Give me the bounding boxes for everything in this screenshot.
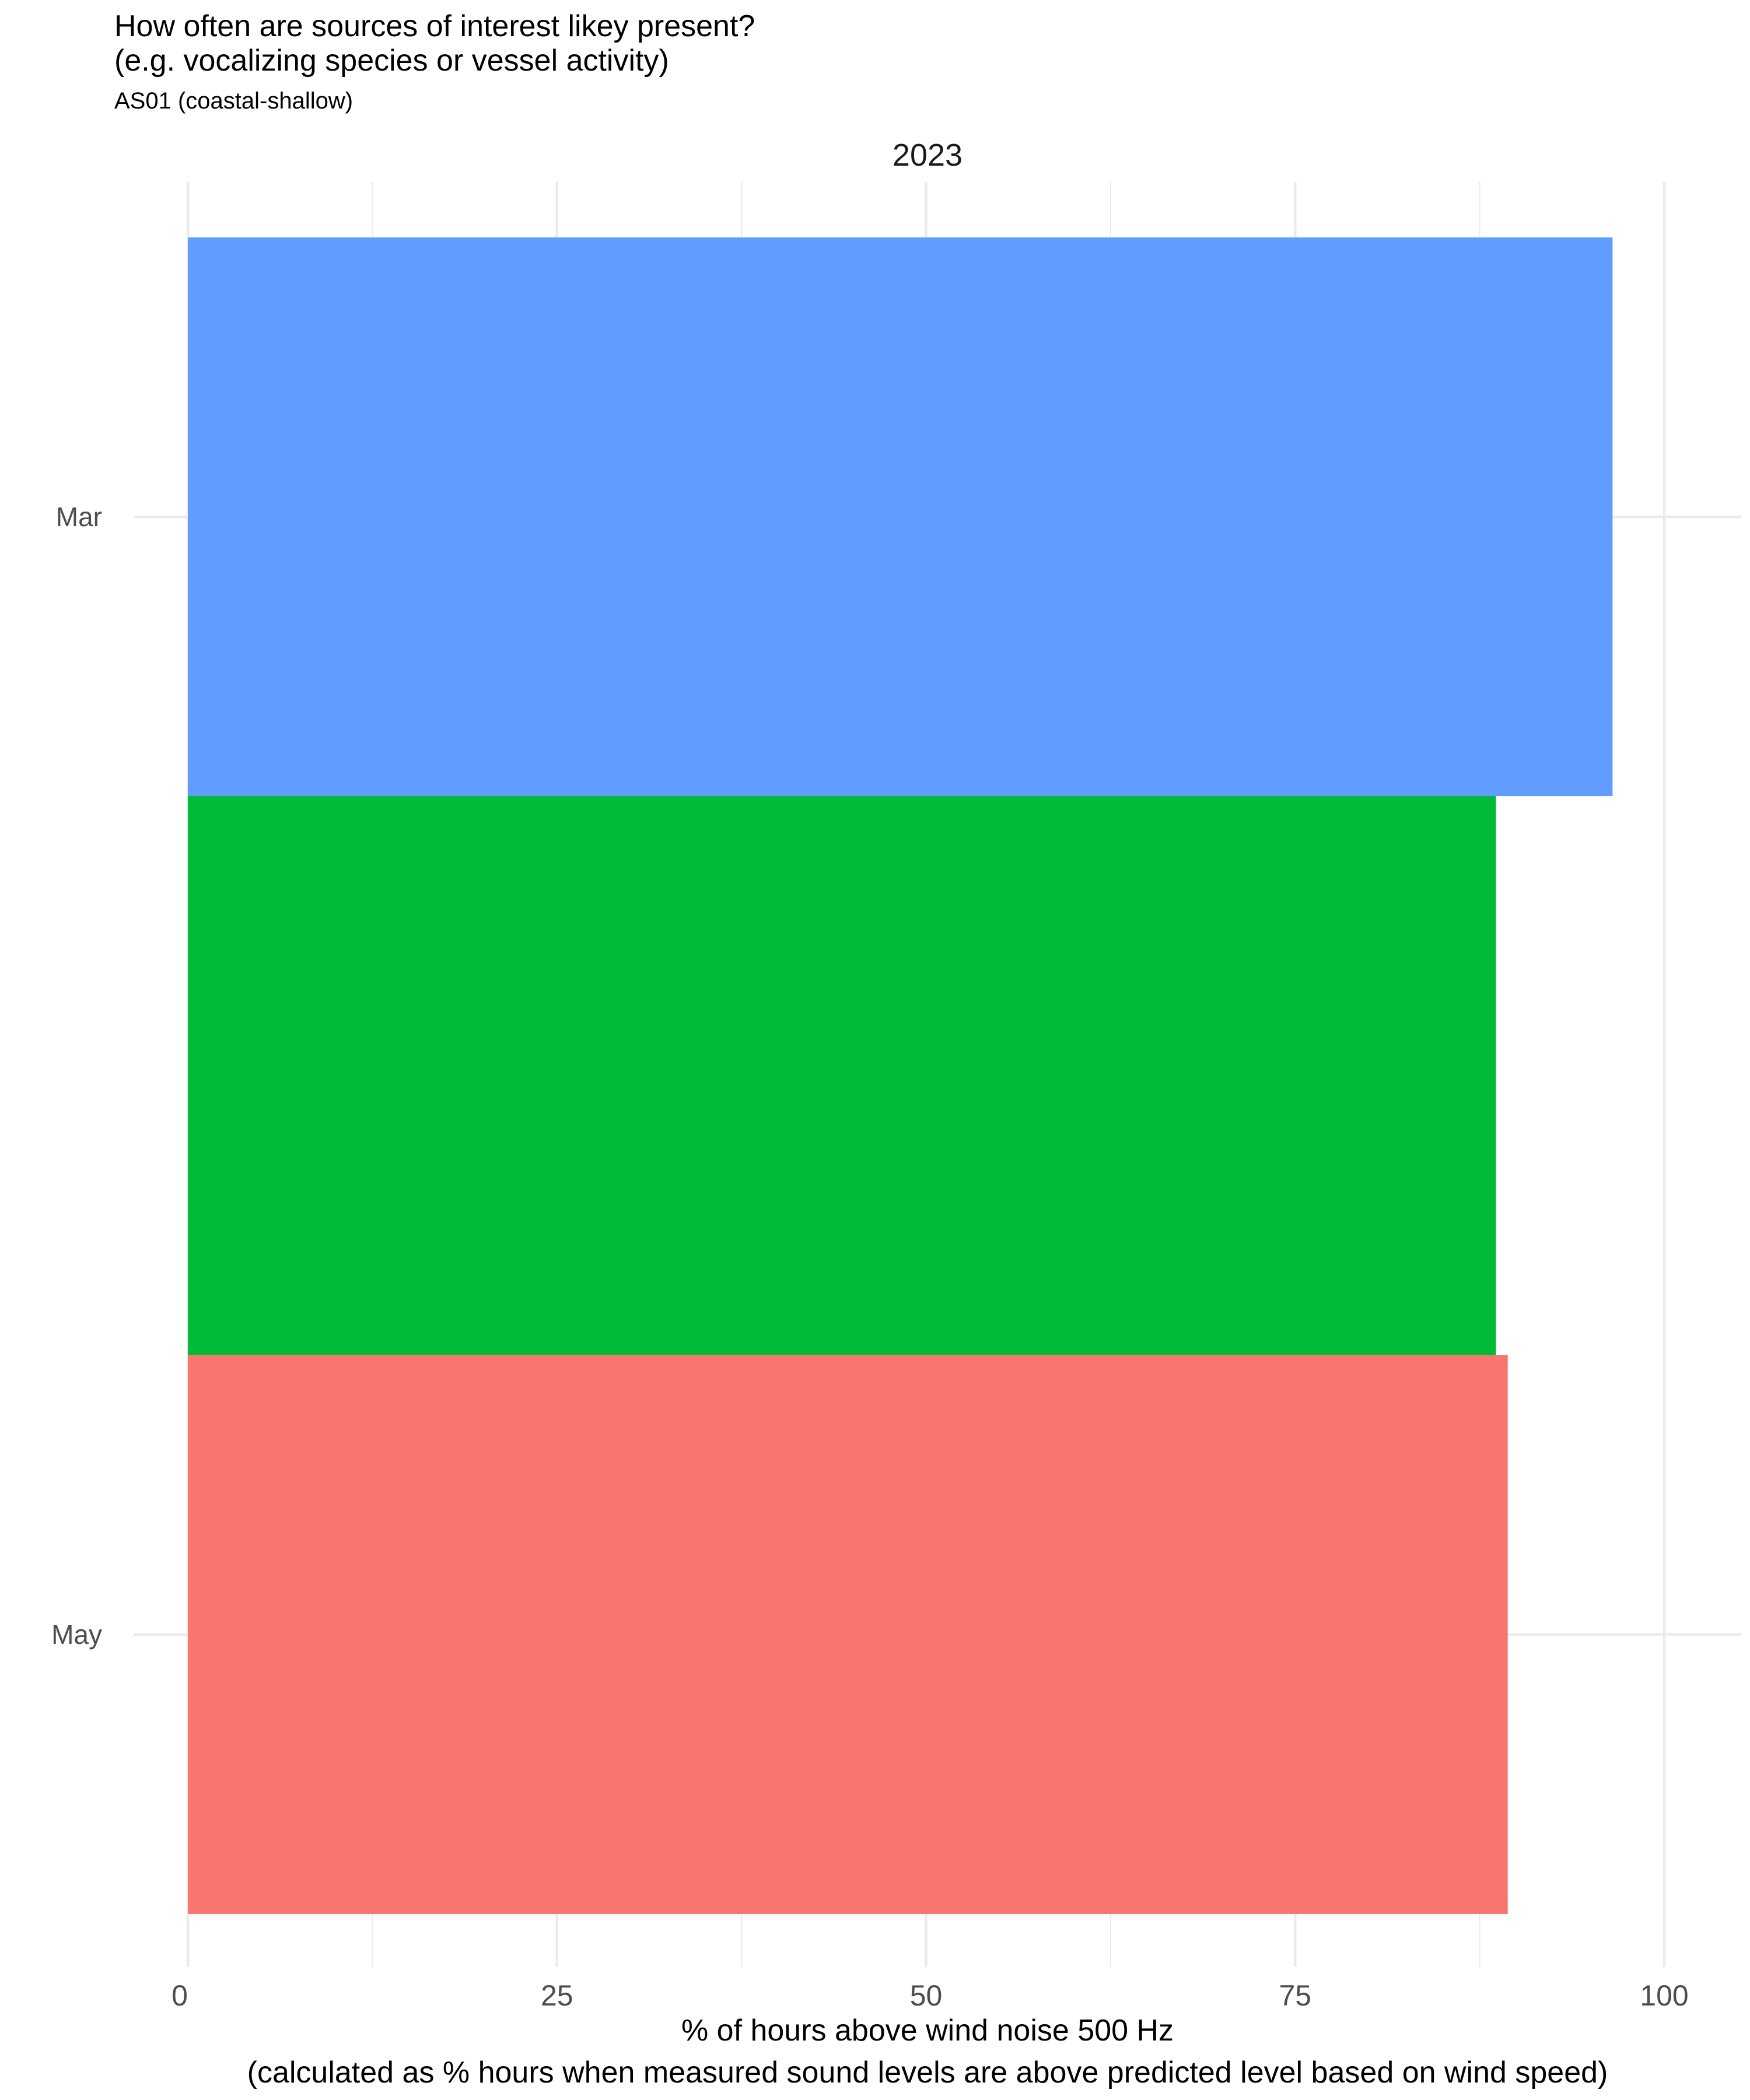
- chart-title-line-2: (e.g. vocalizing species or vessel activ…: [114, 44, 669, 78]
- x-tick-label: 25: [541, 1979, 573, 2012]
- bar-apr: [188, 796, 1496, 1355]
- x-tick-label: 50: [910, 1979, 943, 2012]
- chart-subtitle: AS01 (coastal-shallow): [114, 88, 353, 114]
- y-axis-ticks: Mar May: [51, 502, 102, 1650]
- y-tick-label-mar: Mar: [56, 502, 102, 532]
- x-tick-label: 75: [1279, 1979, 1311, 2012]
- bar-mar: [188, 237, 1613, 796]
- x-axis-ticks: 0 25 50 75 100: [172, 1979, 1689, 2012]
- x-axis-title-line-2: (calculated as % hours when measured sou…: [247, 2056, 1608, 2090]
- x-tick-label: 0: [172, 1979, 188, 2012]
- x-tick-label: 100: [1640, 1979, 1688, 2012]
- facet-label: 2023: [892, 138, 963, 173]
- bars: [188, 237, 1613, 1914]
- y-tick-label-may: May: [51, 1619, 102, 1650]
- bar-may: [188, 1355, 1508, 1914]
- x-axis-title-line-1: % of hours above wind noise 500 Hz: [681, 2014, 1174, 2048]
- chart-title-line-1: How often are sources of interest likey …: [114, 9, 755, 43]
